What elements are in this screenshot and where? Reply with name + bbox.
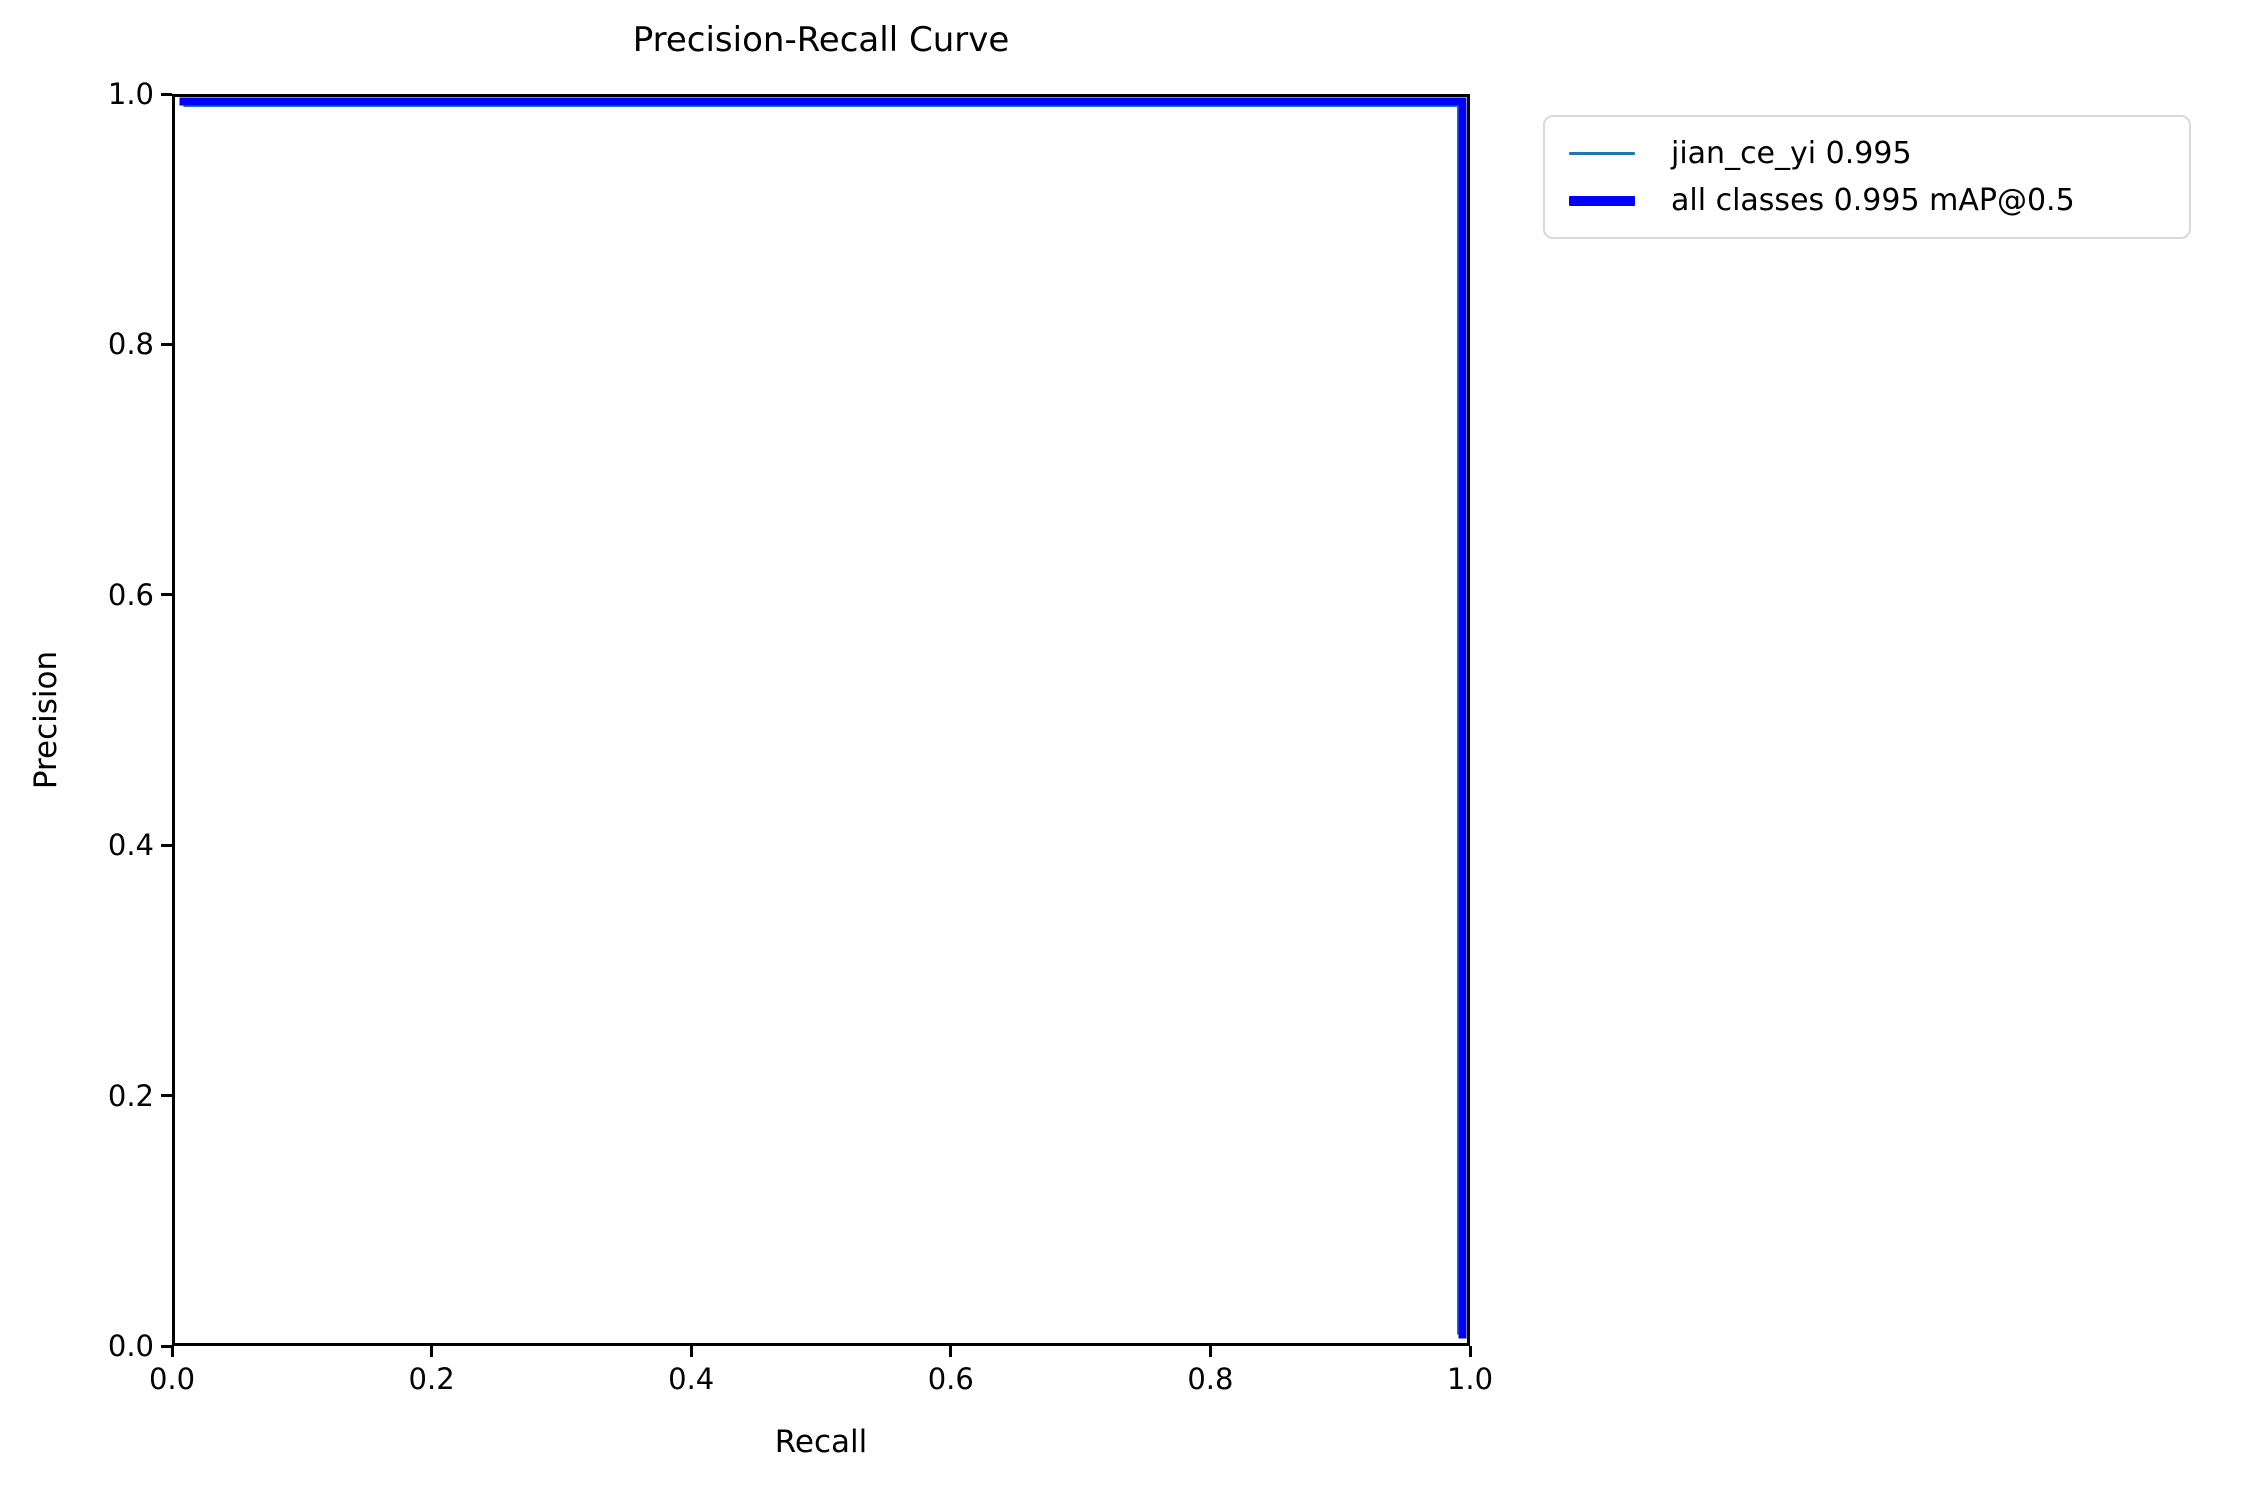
y-tick-label-1: 0.2 — [107, 1078, 154, 1113]
y-tick-label-0: 0.0 — [107, 1329, 154, 1363]
y-tick-mark-4 — [161, 342, 172, 346]
y-tick-mark-2 — [161, 843, 172, 847]
legend-line-swatch-1 — [1569, 195, 1635, 206]
legend-box: jian_ce_yi 0.995 all classes 0.995 mAP@0.… — [1543, 115, 2191, 239]
x-tick-mark-5 — [1468, 1346, 1472, 1357]
x-tick-label-0: 0.0 — [148, 1362, 196, 1396]
plot-area — [172, 94, 1470, 1346]
legend-line-swatch-0 — [1569, 151, 1635, 155]
x-tick-mark-0 — [170, 1346, 174, 1357]
x-tick-label-2: 0.4 — [668, 1362, 715, 1396]
series-line-1 — [179, 97, 1467, 1339]
x-tick-label-5: 1.0 — [1446, 1362, 1494, 1396]
y-tick-mark-5 — [161, 92, 172, 96]
y-tick-mark-1 — [161, 1094, 172, 1098]
x-tick-mark-4 — [1208, 1346, 1212, 1357]
chart-title: Precision-Recall Curve — [632, 20, 1010, 60]
y-tick-label-3: 0.6 — [107, 577, 154, 612]
x-tick-label-3: 0.6 — [927, 1362, 974, 1396]
x-tick-mark-2 — [689, 1346, 693, 1357]
legend-item-0: jian_ce_yi 0.995 — [1555, 136, 2179, 171]
y-tick-label-2: 0.4 — [107, 828, 154, 863]
y-tick-mark-3 — [161, 593, 172, 597]
y-axis-label: Precision — [28, 650, 64, 790]
y-tick-mark-0 — [161, 1344, 172, 1348]
y-tick-label-4: 0.8 — [107, 327, 154, 362]
pr-curve-canvas — [179, 97, 1467, 1339]
x-tick-mark-1 — [430, 1346, 434, 1357]
legend-item-1: all classes 0.995 mAP@0.5 — [1555, 183, 2179, 218]
y-tick-label-5: 1.0 — [107, 77, 154, 111]
series-line-0 — [183, 104, 1460, 1335]
x-axis-label: Recall — [774, 1424, 868, 1460]
legend-label-1: all classes 0.995 mAP@0.5 — [1671, 183, 2075, 219]
x-tick-mark-3 — [949, 1346, 953, 1357]
legend-label-0: jian_ce_yi 0.995 — [1671, 135, 1912, 171]
x-tick-label-1: 0.2 — [408, 1362, 455, 1396]
x-tick-label-4: 0.8 — [1187, 1362, 1234, 1396]
